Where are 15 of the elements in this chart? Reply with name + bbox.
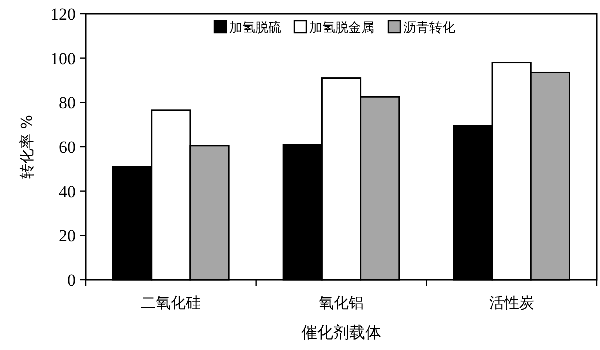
legend-label: 加氢脱金属 [310, 21, 374, 36]
y-tick-label: 80 [59, 94, 76, 113]
x-axis-title: 催化剂载体 [302, 323, 382, 342]
y-tick-label: 0 [68, 271, 76, 290]
y-axis-title: 转化率 % [18, 114, 36, 180]
y-tick-label: 40 [59, 182, 76, 202]
y-tick-label: 100 [50, 49, 76, 68]
x-tick-label: 氧化铝 [319, 294, 364, 312]
y-tick-label: 120 [50, 5, 76, 24]
x-tick-label: 二氧化硅 [141, 294, 202, 312]
legend-label: 沥青转化 [404, 21, 456, 36]
legend-label: 加氢脱硫 [230, 21, 282, 36]
y-tick-label: 20 [59, 226, 76, 246]
y-tick-label: 60 [59, 138, 76, 157]
x-tick-label: 活性炭 [489, 294, 534, 312]
